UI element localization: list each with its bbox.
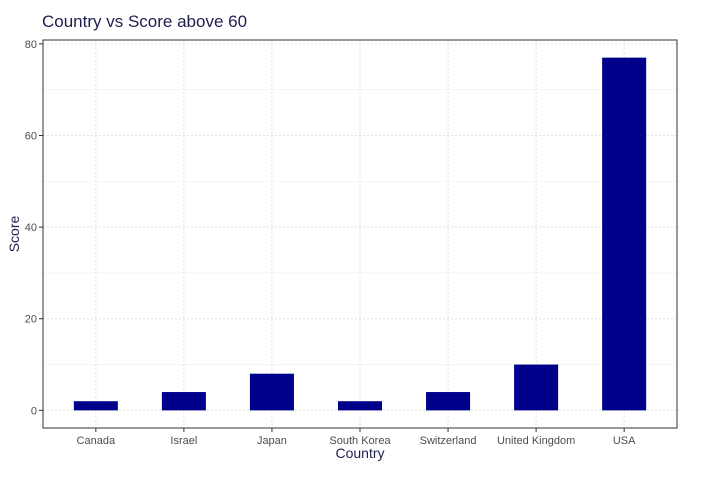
x-tick-label: United Kingdom: [497, 435, 575, 447]
bar-south-korea: [337, 401, 383, 411]
y-tick-label: 60: [25, 131, 37, 143]
x-tick-label: Japan: [257, 435, 287, 447]
y-tick-label: 0: [31, 405, 37, 417]
bar-japan: [249, 373, 294, 411]
x-tick-label: Switzerland: [420, 435, 477, 447]
y-tick-label: 80: [25, 39, 37, 51]
x-axis-ticks: Canada Israel Japan South Korea Switzerland U…: [77, 428, 636, 447]
bar-canada: [73, 401, 118, 411]
y-tick-label: 40: [25, 222, 37, 234]
bar-switzerland: [426, 392, 471, 411]
y-axis-title: Score: [6, 216, 22, 253]
y-tick-label: 20: [25, 314, 37, 326]
x-tick-label: USA: [613, 435, 636, 447]
grid-lines: [43, 40, 677, 428]
x-axis-title: Country: [335, 445, 384, 461]
x-tick-label: Canada: [77, 435, 116, 447]
y-axis-ticks: 0 20 40 60 80: [25, 39, 43, 417]
chart-title: Country vs Score above 60: [42, 12, 248, 31]
bar-united-kingdom: [514, 364, 559, 411]
bar-israel: [161, 392, 206, 411]
x-tick-label: Israel: [170, 435, 197, 447]
x-tick-label: South Korea: [329, 435, 391, 447]
bars: [73, 57, 647, 411]
bar-usa: [602, 57, 647, 411]
